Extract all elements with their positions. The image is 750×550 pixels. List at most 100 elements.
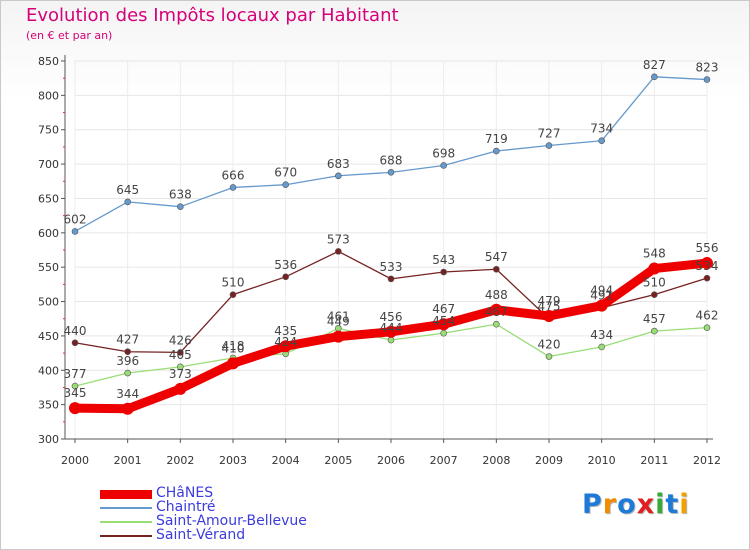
data-point: [229, 291, 237, 298]
data-point: [543, 309, 555, 322]
y-tick-label: 550: [38, 261, 59, 274]
x-tick-label: 2004: [272, 454, 300, 467]
proxiti-logo: Proxiti: [582, 489, 690, 520]
legend-item: Chaintré: [100, 499, 360, 516]
data-label: 510: [643, 276, 666, 290]
data-point: [385, 325, 397, 338]
y-tick-label: 600: [38, 227, 59, 240]
logo-letter: r: [602, 489, 618, 520]
data-label: 410: [222, 341, 245, 355]
data-label: 547: [485, 250, 508, 264]
y-tick-label: 450: [38, 330, 59, 343]
y-tick-label: 850: [38, 55, 59, 68]
y-tick-label: 500: [38, 296, 59, 309]
data-label: 434: [590, 328, 613, 342]
data-label: 424: [274, 335, 297, 349]
data-label: 573: [327, 232, 350, 246]
data-point: [69, 402, 81, 415]
y-tick-label: 400: [38, 364, 59, 377]
data-point: [332, 330, 345, 343]
legend-label: Saint-Vérand: [156, 527, 246, 543]
data-label: 461: [327, 309, 350, 323]
data-label: 488: [485, 288, 508, 302]
data-point: [71, 382, 79, 390]
data-point: [703, 274, 711, 282]
data-point: [493, 147, 500, 155]
legend-swatch: [100, 507, 152, 509]
chart-subtitle: (en € et par an): [26, 29, 113, 42]
data-point: [387, 336, 395, 344]
data-point: [227, 357, 239, 370]
data-point: [121, 402, 134, 415]
data-label: 377: [64, 367, 87, 381]
data-label: 670: [274, 166, 297, 180]
data-label: 683: [327, 157, 350, 171]
y-tick-label: 700: [38, 158, 59, 171]
data-label: 823: [696, 61, 719, 75]
logo-letter: P: [582, 489, 603, 520]
data-label: 457: [643, 312, 666, 326]
data-point: [177, 349, 184, 356]
data-point: [440, 329, 447, 337]
data-label: 454: [432, 314, 455, 328]
x-tick-label: 2006: [377, 454, 405, 467]
data-point: [124, 369, 131, 377]
data-label: 418: [222, 339, 245, 353]
data-label: 479: [538, 294, 561, 308]
data-point: [335, 248, 342, 255]
data-point: [177, 363, 184, 371]
data-point: [437, 318, 450, 331]
data-point: [493, 265, 500, 273]
x-tick-label: 2008: [482, 454, 510, 467]
data-label: 426: [169, 333, 192, 347]
x-tick-label: 2011: [640, 454, 668, 467]
data-point: [493, 320, 500, 328]
logo-letter: t: [665, 489, 680, 520]
data-point: [387, 169, 395, 176]
data-label: 645: [116, 183, 139, 197]
y-tick-label: 300: [38, 433, 59, 446]
data-point: [651, 291, 658, 298]
data-label: 698: [432, 146, 455, 160]
data-point: [229, 184, 237, 191]
chart-title: Evolution des Impôts locaux par Habitant: [26, 5, 399, 26]
data-label: 688: [380, 153, 403, 167]
x-tick-label: 2001: [114, 454, 142, 467]
data-label: 719: [485, 132, 508, 146]
data-point: [703, 324, 711, 331]
logo-letter: i: [655, 489, 666, 520]
x-tick-label: 2000: [61, 454, 89, 467]
data-label: 548: [643, 247, 666, 261]
legend-swatch: [100, 490, 152, 499]
legend-item: CHâNES: [100, 485, 360, 502]
legend-label: CHâNES: [156, 485, 214, 501]
data-point: [545, 353, 553, 360]
data-point: [335, 172, 342, 180]
x-tick-label: 2002: [166, 454, 194, 467]
data-label: 534: [696, 259, 719, 273]
data-label: 467: [432, 302, 455, 316]
data-point: [177, 203, 184, 211]
data-point: [174, 382, 187, 395]
data-label: 427: [116, 333, 139, 347]
data-label: 494: [590, 284, 613, 298]
legend-label: Saint-Amour-Bellevue: [156, 513, 307, 529]
logo-letter: x: [636, 489, 656, 520]
data-label: 435: [274, 324, 297, 338]
x-tick-label: 2005: [324, 454, 352, 467]
y-tick-label: 750: [38, 124, 59, 137]
legend-swatch: [100, 521, 152, 523]
data-point: [440, 162, 447, 169]
x-tick-label: 2010: [588, 454, 616, 467]
data-point: [440, 268, 447, 276]
data-point: [598, 137, 605, 145]
data-label: 345: [64, 386, 87, 400]
data-label: 462: [696, 309, 719, 323]
data-label: 475: [538, 300, 561, 314]
data-point: [490, 303, 503, 316]
data-label: 373: [169, 367, 192, 381]
x-tick-label: 2003: [219, 454, 247, 467]
data-label: 491: [590, 289, 613, 303]
data-point: [124, 348, 131, 356]
